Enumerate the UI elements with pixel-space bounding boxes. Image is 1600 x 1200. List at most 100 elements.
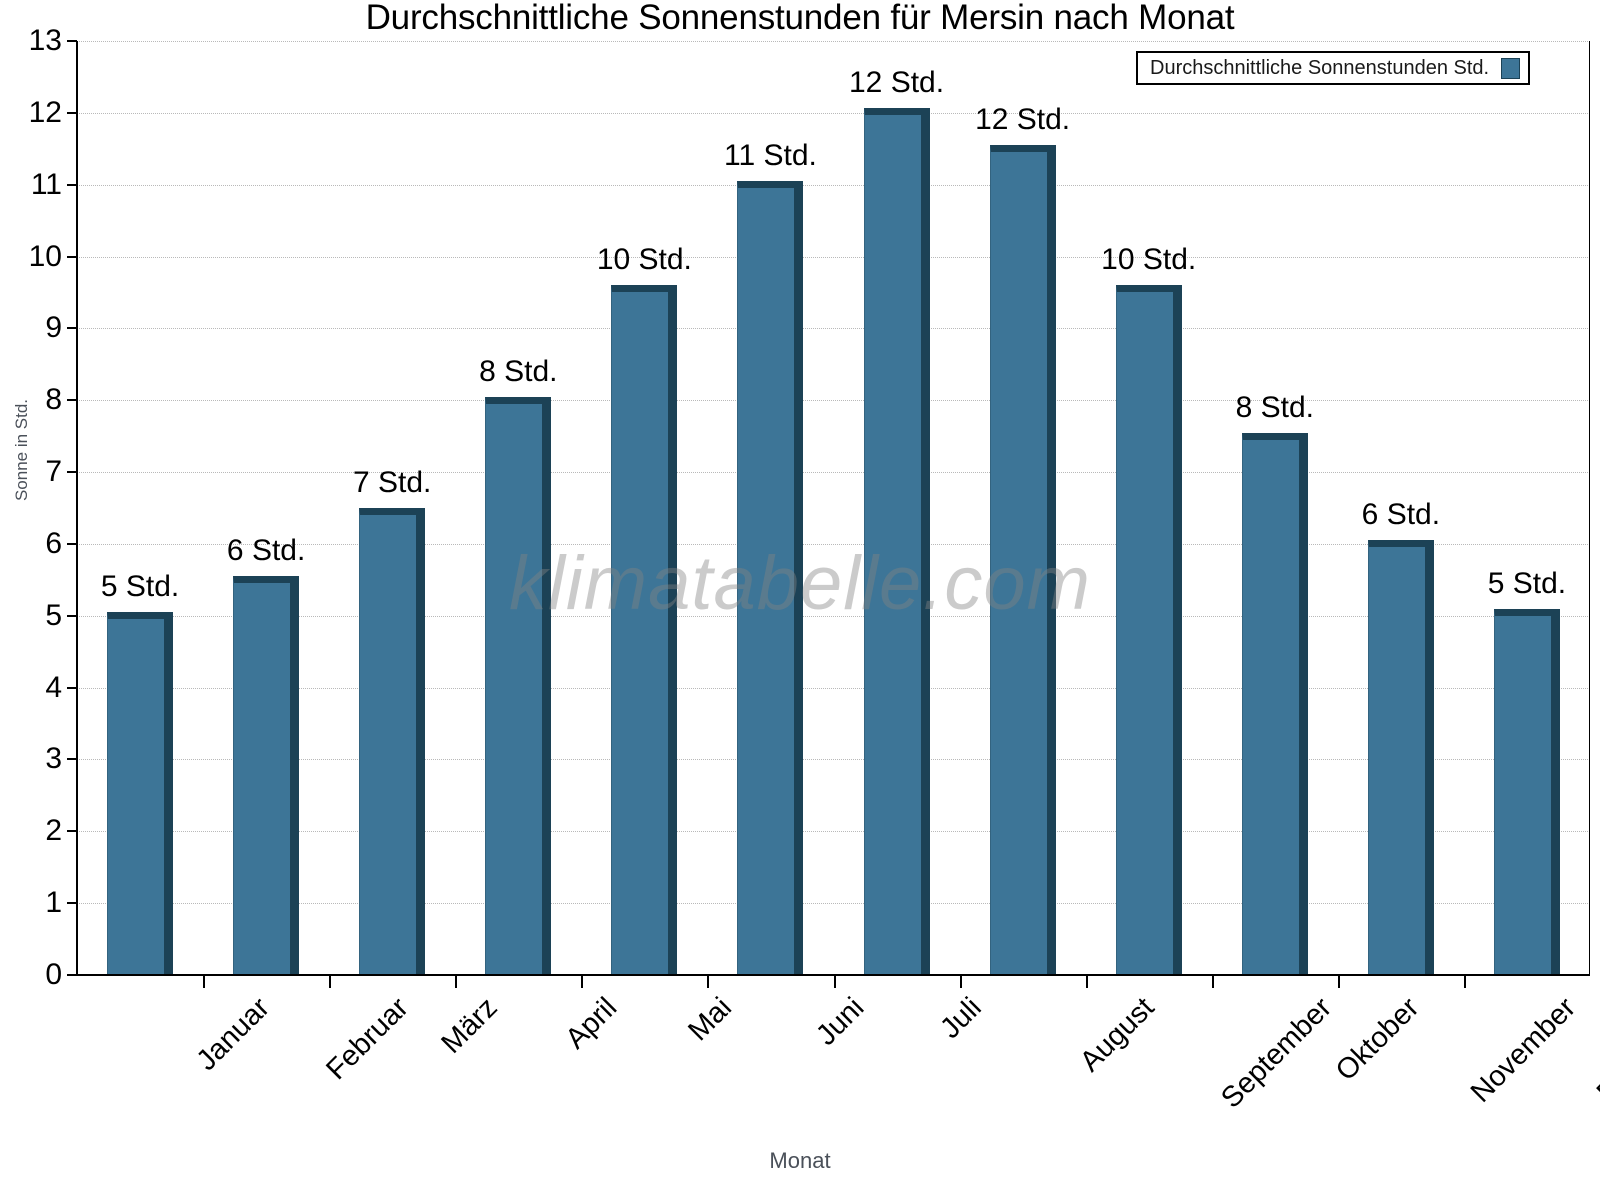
x-axis-tick-label-november: November: [1464, 991, 1582, 1109]
y-axis-tick: [67, 614, 77, 617]
bar-märz[interactable]: [359, 508, 426, 975]
bar-value-label: 12 Std.: [975, 103, 1071, 137]
bar-august[interactable]: [989, 145, 1056, 975]
x-axis-tick: [1211, 976, 1214, 988]
plot-right-border: [1589, 41, 1590, 976]
chart-legend: Durchschnittliche Sonnenstunden Std.: [1136, 51, 1531, 85]
y-axis-tick: [67, 902, 77, 905]
y-axis-tick-label: 9: [45, 311, 62, 345]
x-axis-tick: [707, 976, 710, 988]
x-axis-line: [76, 974, 1590, 976]
bar-januar[interactable]: [107, 612, 174, 975]
bar-april[interactable]: [485, 396, 552, 975]
bar-value-label: 8 Std.: [1235, 390, 1314, 424]
bar-mai[interactable]: [611, 285, 678, 975]
bar-value-label: 10 Std.: [596, 243, 692, 277]
bar-value-label: 7 Std.: [353, 466, 432, 499]
x-axis-tick-label-juli: Juli: [933, 991, 988, 1045]
plot-area: [77, 41, 1590, 975]
chart-title: Durchschnittliche Sonnenstunden für Mers…: [365, 0, 1235, 37]
x-axis-tick-label-april: April: [559, 991, 624, 1056]
x-axis-tick: [329, 976, 332, 988]
gridline: [77, 831, 1590, 833]
x-axis-tick-label-februar: Februar: [320, 991, 415, 1087]
y-axis-tick: [67, 399, 77, 402]
legend-label: Durchschnittliche Sonnenstunden Std.: [1150, 56, 1490, 79]
x-axis-tick: [455, 976, 458, 988]
y-axis-tick-label: 0: [45, 958, 62, 991]
gridline: [77, 400, 1590, 402]
gridline: [77, 112, 1590, 114]
legend-color-swatch: [1501, 57, 1521, 79]
y-axis-tick-label: 6: [45, 526, 62, 560]
y-axis-tick-label: 8: [45, 383, 62, 417]
y-axis-tick-label: 4: [45, 670, 62, 704]
y-axis-tick: [67, 255, 77, 258]
y-axis-tick: [67, 471, 77, 474]
bar-value-label: 5 Std.: [100, 570, 180, 604]
y-axis-tick-label: 2: [45, 814, 62, 848]
gridline: [77, 615, 1590, 617]
y-axis-tick-label: 5: [45, 598, 62, 632]
y-axis-tick-label: 1: [45, 886, 62, 920]
x-axis-tick-label-oktober: Oktober: [1329, 991, 1426, 1088]
bar-februar[interactable]: [233, 576, 300, 975]
bar-value-label: 11 Std.: [724, 139, 817, 173]
x-axis-tick: [581, 976, 584, 988]
x-axis-tick-label-mai: Mai: [682, 991, 739, 1048]
y-axis-tick: [67, 758, 77, 761]
gridline: [77, 759, 1590, 761]
y-axis-tick: [67, 974, 77, 976]
y-axis-tick: [67, 40, 77, 42]
bar-value-label: 6 Std.: [226, 534, 306, 568]
y-axis-tick-label: 7: [45, 455, 62, 489]
gridline: [77, 543, 1590, 545]
x-axis-tick: [1085, 976, 1088, 988]
y-axis-tick: [67, 327, 77, 330]
y-axis-title: Sonne in Std.: [12, 398, 31, 502]
bar-september[interactable]: [1115, 285, 1182, 975]
gridline: [77, 41, 1590, 42]
bar-juni[interactable]: [737, 181, 804, 975]
gridline: [77, 687, 1590, 689]
bar-value-label: 12 Std.: [848, 65, 945, 99]
bar-november[interactable]: [1367, 540, 1434, 975]
y-axis-tick: [67, 686, 77, 689]
y-axis-tick: [67, 111, 77, 114]
x-axis-tick: [1337, 976, 1340, 988]
bar-juli[interactable]: [863, 107, 930, 975]
bar-value-label: 10 Std.: [1101, 243, 1197, 277]
y-axis-line: [76, 41, 78, 976]
x-axis-title: Monat: [769, 1148, 831, 1173]
y-axis-tick: [67, 542, 77, 545]
x-axis-tick-label-juni: Juni: [810, 991, 871, 1052]
y-axis-tick-label: 3: [45, 742, 62, 776]
y-axis-tick: [67, 830, 77, 833]
y-axis-tick: [67, 183, 77, 186]
x-axis-tick: [203, 976, 206, 988]
bar-value-label: 8 Std.: [479, 354, 558, 388]
x-axis-tick-label-märz: März: [435, 991, 504, 1060]
gridline: [77, 903, 1590, 905]
x-axis-tick: [833, 976, 836, 988]
bar-value-label: 6 Std.: [1361, 498, 1441, 532]
x-axis-tick: [959, 976, 962, 988]
y-axis-tick-label: 10: [28, 239, 62, 273]
bar-value-label: 5 Std.: [1487, 566, 1567, 600]
y-axis-tick-label: 13: [28, 24, 62, 57]
gridline: [77, 472, 1590, 474]
gridline: [77, 328, 1590, 330]
gridline: [77, 256, 1590, 258]
y-axis-tick-label: 12: [28, 95, 62, 129]
x-axis-tick-label-september: September: [1214, 991, 1338, 1115]
y-axis-tick-label: 11: [30, 167, 62, 201]
x-axis-tick: [1463, 976, 1466, 988]
bar-oktober[interactable]: [1241, 432, 1308, 975]
plot-background: [77, 41, 1590, 975]
x-axis-tick-label-dezember: Dezember: [1590, 991, 1600, 1109]
x-axis-tick-label-januar: Januar: [190, 991, 276, 1077]
gridline: [77, 184, 1590, 186]
bar-dezember[interactable]: [1493, 608, 1560, 975]
x-axis-tick-label-august: August: [1073, 991, 1161, 1079]
